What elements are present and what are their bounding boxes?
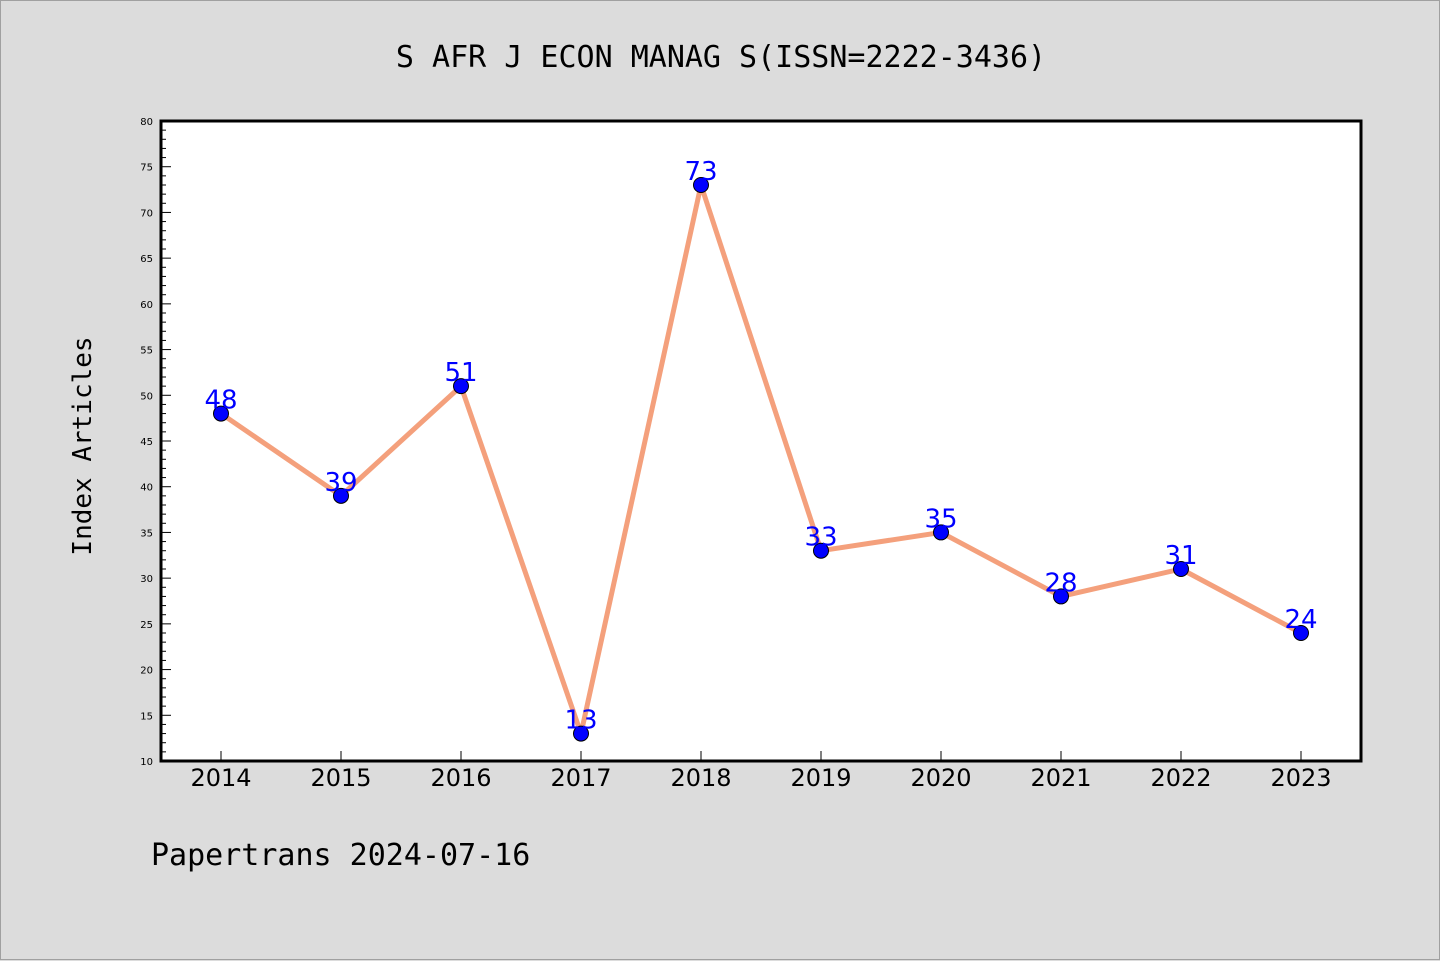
y-tick-label: 55 [140, 346, 153, 357]
data-point [333, 487, 349, 504]
data-point [1053, 588, 1069, 605]
y-tick-label: 65 [140, 254, 153, 265]
y-tick-label: 70 [140, 208, 153, 219]
labels-layer: 48 39 51 13 73 33 35 28 31 24 [204, 157, 1317, 736]
data-label: 51 [444, 358, 477, 388]
y-tick-label: 10 [140, 757, 153, 768]
x-tick-label: 2015 [310, 764, 371, 792]
plot-area [161, 121, 1361, 761]
ticks-layer: 10 15 20 25 30 35 40 45 50 55 60 65 70 75 80 2014 2015 20… [140, 117, 1331, 792]
data-label: 33 [804, 523, 837, 553]
y-tick-label: 20 [140, 666, 153, 677]
x-tick-label: 2016 [430, 764, 491, 792]
footer-text: Papertrans 2024-07-16 [151, 838, 530, 873]
x-tick-label: 2022 [1150, 764, 1211, 792]
y-axis-label: Index Articles [68, 336, 98, 555]
y-tick-label: 45 [140, 437, 153, 448]
series-layer [213, 177, 1309, 742]
data-label: 35 [924, 504, 957, 534]
data-label: 28 [1044, 568, 1077, 598]
y-tick-label: 80 [140, 117, 153, 128]
data-point [1173, 561, 1189, 577]
data-point [693, 177, 709, 193]
data-point [1293, 625, 1309, 641]
x-tick-label: 2014 [190, 764, 251, 792]
series-line [219, 182, 1303, 737]
y-tick-label: 25 [140, 620, 153, 631]
y-tick-label: 15 [140, 711, 153, 722]
data-label: 24 [1284, 605, 1317, 635]
data-point [813, 542, 829, 559]
data-point [453, 378, 469, 395]
data-label: 39 [324, 468, 357, 498]
x-tick-label: 2019 [790, 764, 851, 792]
data-label: 31 [1164, 541, 1197, 571]
data-label: 73 [684, 157, 717, 187]
y-tick-label: 40 [140, 483, 153, 494]
y-tick-label: 30 [140, 574, 153, 585]
y-tick-label: 75 [140, 163, 153, 174]
data-point [933, 524, 949, 541]
y-tick-label: 35 [140, 528, 153, 539]
chart-title: S AFR J ECON MANAG S(ISSN=2222-3436) [396, 40, 1046, 75]
data-label: 13 [564, 706, 597, 736]
y-tick-label: 50 [140, 391, 153, 402]
y-tick-label: 60 [140, 300, 153, 311]
x-tick-label: 2021 [1030, 764, 1091, 792]
x-tick-label: 2017 [550, 764, 611, 792]
data-label: 48 [204, 386, 237, 416]
x-tick-label: 2023 [1270, 764, 1331, 792]
plot-border [159, 119, 1363, 763]
data-point [213, 405, 229, 422]
data-point [573, 725, 589, 742]
x-tick-label: 2018 [670, 764, 731, 792]
x-tick-label: 2020 [910, 764, 971, 792]
